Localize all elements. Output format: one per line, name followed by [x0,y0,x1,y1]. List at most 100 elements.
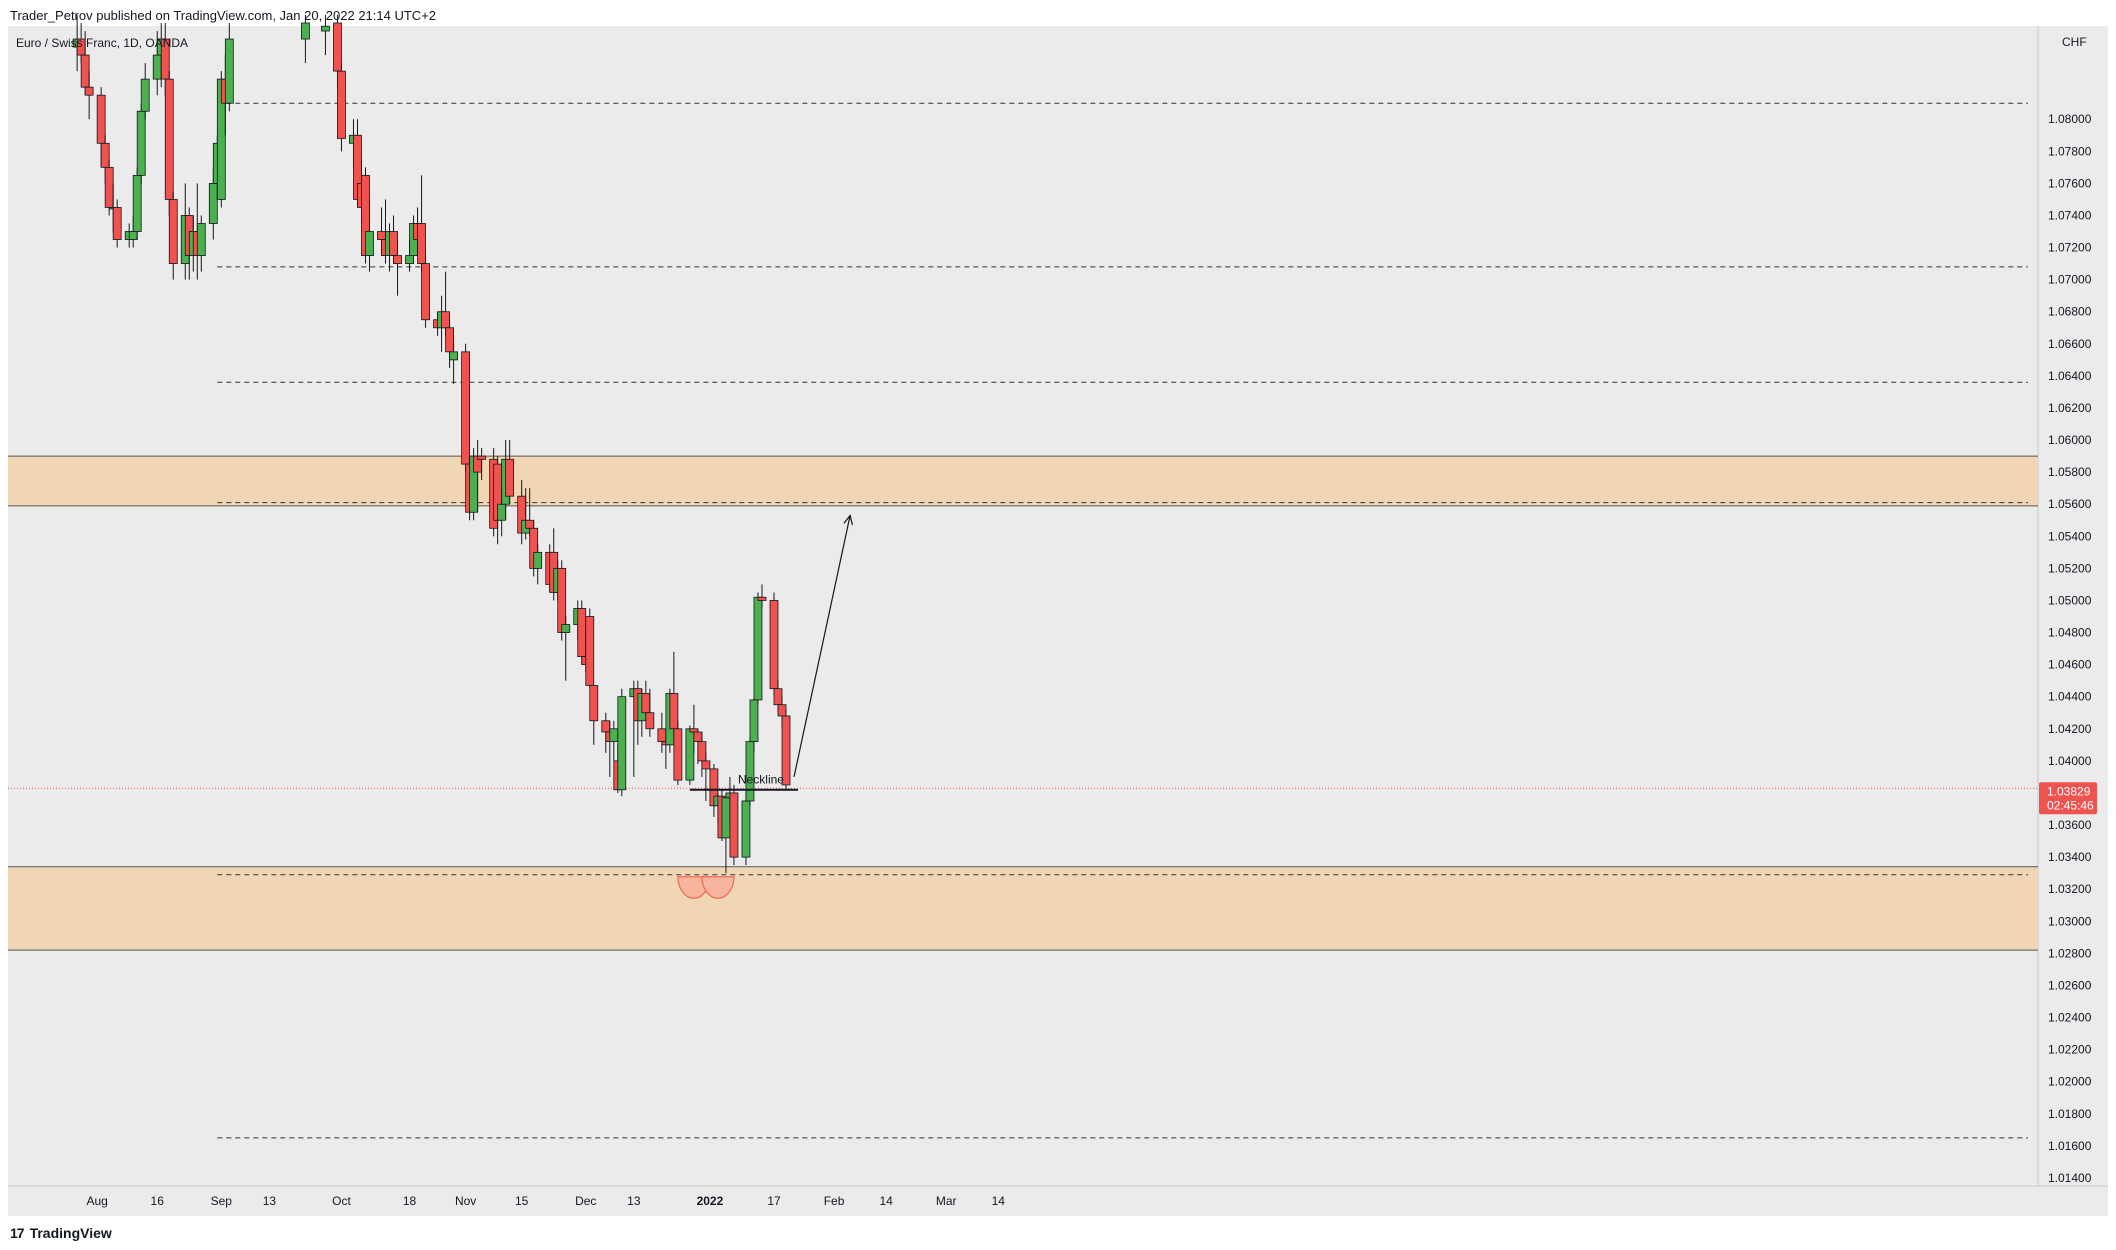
x-tick-label: Mar [936,1194,957,1208]
y-tick-label: 1.06600 [2048,337,2092,351]
candle-body [136,110,146,176]
y-tick-label: 1.02600 [2048,978,2092,992]
candle-body [337,70,346,139]
arrow-head [843,514,854,526]
candle-body [128,231,138,240]
candle-body [132,174,142,232]
x-tick-label: 14 [992,1194,1006,1208]
candle-2021-07-30 [84,71,94,120]
candle-body [333,22,342,72]
x-tick-label: Aug [86,1194,107,1208]
candle-body [477,455,487,460]
candle-body [417,223,426,265]
last-price-tag-background [2039,782,2097,815]
y-tick-label: 1.05600 [2048,497,2092,511]
target-arrow [793,514,854,778]
candle-body [461,351,471,465]
candle-body [689,728,699,733]
candle-body [196,223,206,256]
candle-body [561,624,571,633]
candle-body [533,551,543,569]
candle-body [777,704,787,717]
candle-2021-11-19 [533,544,543,585]
candle-body [84,86,94,96]
candle-body [741,800,751,858]
candle-2021-08-13 [140,63,150,120]
candle-2021-11-01 [461,343,471,473]
candle-body [745,741,755,802]
tradingview-footer[interactable]: 17 TradingView [10,1222,112,1244]
candle-2021-09-22 [301,14,310,64]
y-tick-label: 1.05800 [2048,465,2092,479]
candle-2022-01-11 [745,736,755,806]
x-tick-label: 18 [403,1194,417,1208]
y-tick-label: 1.02200 [2048,1043,2092,1057]
candle-body [393,255,402,265]
candle-body [577,608,587,658]
x-tick-label: Feb [824,1194,845,1208]
neckline: Neckline [689,773,799,791]
y-tick-label: 1.04200 [2048,722,2092,736]
y-tick-label: 1.03600 [2048,818,2092,832]
symbol-label: Euro / Swiss Franc, 1D, OANDA [16,36,188,50]
x-tick-label: Sep [211,1194,233,1208]
candle-2021-12-17 [645,688,655,737]
y-tick-label: 1.02800 [2048,946,2092,960]
x-tick-label: 17 [767,1194,781,1208]
y-tick-label: 1.06800 [2048,305,2092,319]
candle-body [168,199,178,265]
y-tick-label: 1.01400 [2048,1171,2092,1185]
candle-2021-10-15 [393,239,402,296]
candle-body [557,567,567,633]
candle-body [617,696,627,791]
candle-2021-12-03 [589,685,599,745]
candle-body [685,728,695,781]
candle-2021-09-03 [224,23,234,112]
y-tick-label: 1.08000 [2048,112,2092,126]
candle-body [389,231,398,256]
publish-info: Trader_Petrov published on TradingView.c… [10,8,437,23]
candle-2022-01-14 [757,584,767,609]
candle-body [601,720,611,733]
candle-body [669,693,679,730]
candle-body [729,792,739,858]
x-tick-label: 2022 [697,1194,724,1208]
y-tick-label: 1.07600 [2048,176,2092,190]
candle-body [697,741,707,762]
y-tick-label: 1.07400 [2048,208,2092,222]
price-axis-background [2038,26,2108,1186]
candle-2021-11-05 [477,448,487,481]
y-tick-label: 1.04800 [2048,626,2092,640]
time-axis[interactable]: Aug 16 Sep 13 Oct 18 Nov 15 Dec 13 2022 17 Feb 14 Mar 1… [86,1194,1005,1208]
candle-body [753,596,763,701]
candle-2021-08-20 [168,191,178,280]
candle-body [645,712,655,730]
candle-2022-01-17 [769,592,779,697]
y-tick-label: 1.07200 [2048,241,2092,255]
y-tick-label: 1.06400 [2048,369,2092,383]
candle-body [609,728,619,743]
candle-body [112,207,122,240]
y-tick-label: 1.01600 [2048,1139,2092,1153]
tradingview-logo-icon: 17 [10,1225,25,1241]
candle-body [445,327,454,353]
price-axis[interactable]: 1.01400 1.01600 1.01800 1.02000 1.02200 1.024… [2048,112,2092,1185]
candle-body [164,78,174,200]
candle-body [781,715,791,786]
y-tick-label: 1.04400 [2048,690,2092,704]
x-tick-label: 14 [879,1194,893,1208]
y-tick-label: 1.04000 [2048,754,2092,768]
last-price-value: 1.03829 [2047,784,2091,798]
candle-body [80,54,90,88]
candle-2021-12-31 [701,752,711,801]
candle-2021-08-19 [164,71,174,216]
zone-1 [8,866,2038,951]
candle-2021-11-30 [577,600,587,665]
y-tick-label: 1.05400 [2048,529,2092,543]
candle-2021-12-27 [685,725,695,785]
candle-2022-01-10 [741,792,751,866]
candle-body [152,54,162,80]
candle-body [365,231,374,256]
candle-body [657,728,667,743]
